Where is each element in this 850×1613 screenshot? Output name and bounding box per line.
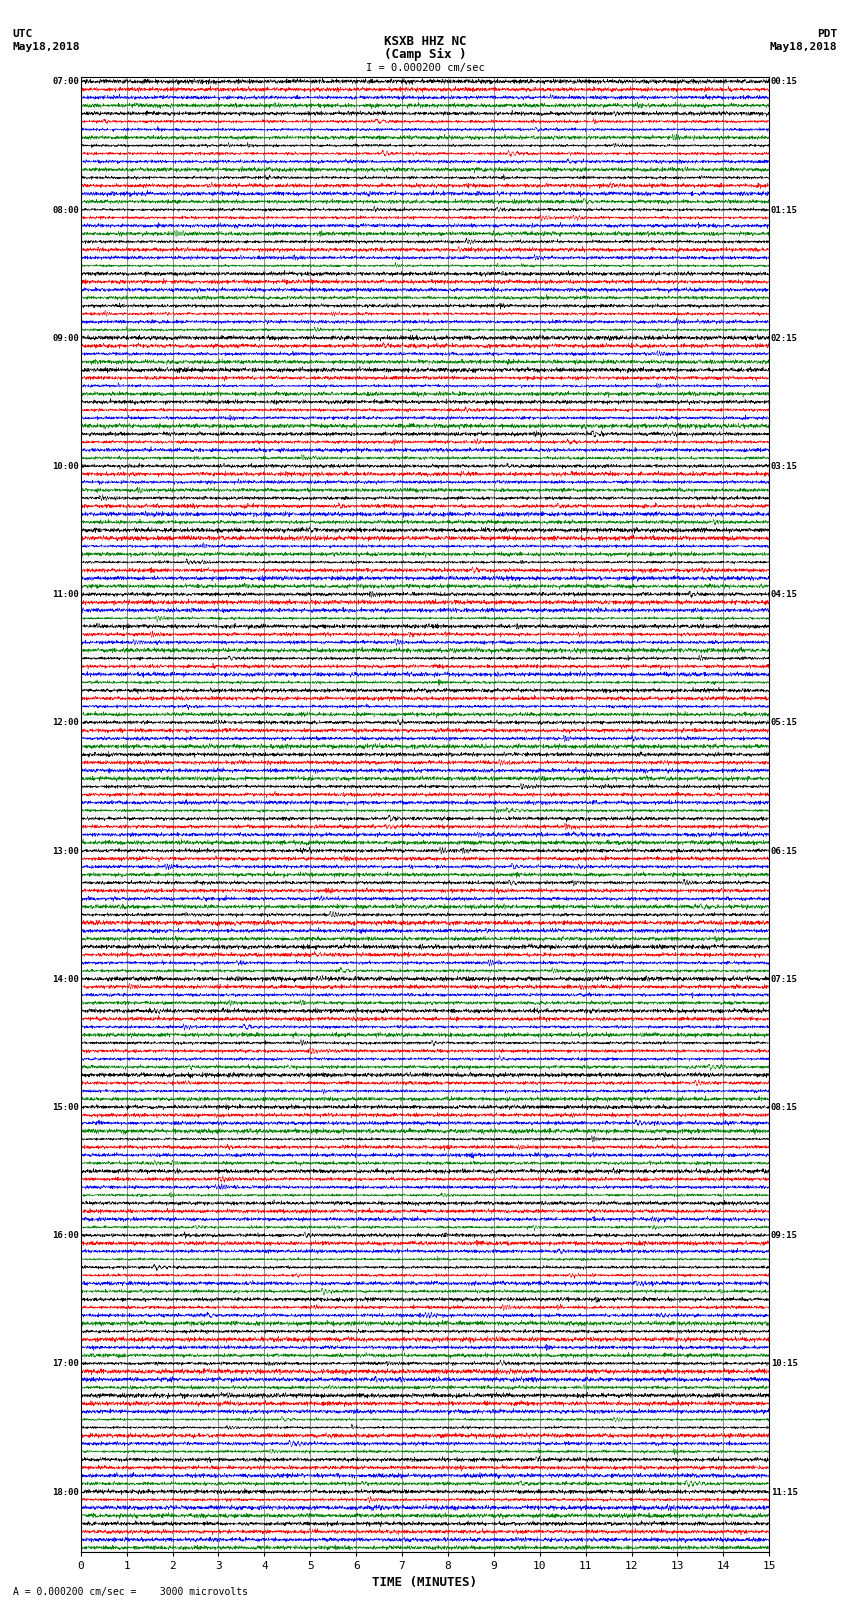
Text: 07:00: 07:00 (53, 77, 79, 87)
Text: 12:00: 12:00 (53, 718, 79, 727)
Text: 00:15: 00:15 (771, 77, 797, 87)
Text: May18,2018: May18,2018 (770, 42, 837, 52)
Text: PDT: PDT (817, 29, 837, 39)
Text: (Camp Six ): (Camp Six ) (383, 48, 467, 61)
Text: A = 0.000200 cm/sec =    3000 microvolts: A = 0.000200 cm/sec = 3000 microvolts (13, 1587, 247, 1597)
Text: 11:15: 11:15 (771, 1487, 797, 1497)
Text: 05:15: 05:15 (771, 718, 797, 727)
Text: 06:15: 06:15 (771, 847, 797, 855)
Text: 03:15: 03:15 (771, 461, 797, 471)
Text: 08:00: 08:00 (53, 205, 79, 215)
Text: 10:00: 10:00 (53, 461, 79, 471)
Text: UTC: UTC (13, 29, 33, 39)
Text: 02:15: 02:15 (771, 334, 797, 344)
Text: 17:00: 17:00 (53, 1360, 79, 1368)
Text: 18:00: 18:00 (53, 1487, 79, 1497)
Text: 07:15: 07:15 (771, 974, 797, 984)
Text: 11:00: 11:00 (53, 590, 79, 598)
Text: 16:00: 16:00 (53, 1231, 79, 1240)
Text: 15:00: 15:00 (53, 1103, 79, 1111)
Text: 04:15: 04:15 (771, 590, 797, 598)
Text: 09:15: 09:15 (771, 1231, 797, 1240)
Text: May18,2018: May18,2018 (13, 42, 80, 52)
Text: 13:00: 13:00 (53, 847, 79, 855)
Text: 14:00: 14:00 (53, 974, 79, 984)
X-axis label: TIME (MINUTES): TIME (MINUTES) (372, 1576, 478, 1589)
Text: 01:15: 01:15 (771, 205, 797, 215)
Text: I = 0.000200 cm/sec: I = 0.000200 cm/sec (366, 63, 484, 73)
Text: 09:00: 09:00 (53, 334, 79, 344)
Text: 08:15: 08:15 (771, 1103, 797, 1111)
Text: KSXB HHZ NC: KSXB HHZ NC (383, 35, 467, 48)
Text: 10:15: 10:15 (771, 1360, 797, 1368)
